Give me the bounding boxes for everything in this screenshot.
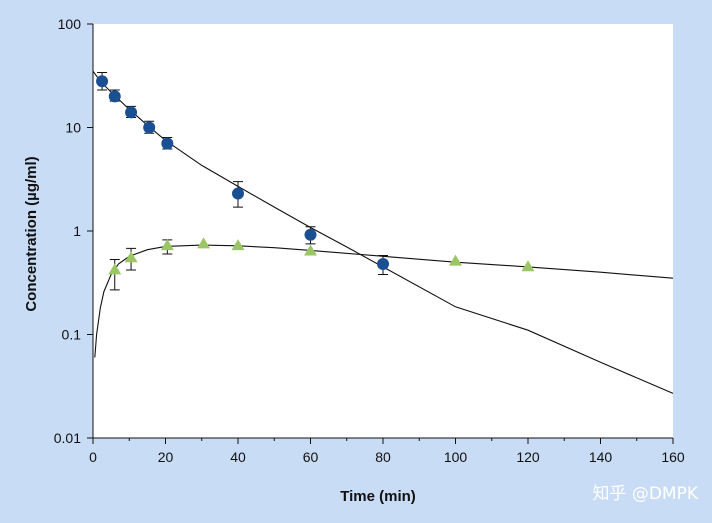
triangle-data-point [521, 260, 535, 272]
x-tick-label: 140 [589, 449, 613, 465]
x-axis-title: Time (min) [340, 488, 416, 505]
circle-data-point [143, 121, 156, 134]
x-tick-label: 60 [303, 449, 319, 465]
x-tick-label: 160 [661, 449, 685, 465]
y-tick-label: 10 [65, 120, 81, 136]
y-tick-label: 100 [58, 16, 82, 32]
y-axis-title: Concentration (µg/ml) [23, 156, 40, 311]
triangle-data-point [108, 263, 122, 275]
watermark: 知乎 @DMPK [592, 484, 698, 504]
x-tick-label: 80 [375, 449, 391, 465]
fit-line-1 [92, 70, 674, 394]
fit-line-2 [94, 244, 674, 358]
y-tick-label: 0.1 [62, 327, 82, 343]
y-tick-label: 0.01 [54, 430, 81, 446]
x-tick-label: 120 [516, 449, 540, 465]
x-tick-label: 100 [444, 449, 468, 465]
circle-data-point [377, 257, 389, 270]
circle-data-point [161, 137, 174, 150]
triangle-data-point [449, 254, 462, 266]
circle-data-point [108, 90, 121, 103]
plot-area [93, 24, 673, 438]
x-tick-label: 20 [158, 449, 174, 465]
triangle-data-point [160, 239, 174, 251]
x-tick-label: 40 [230, 449, 246, 465]
circle-data-point [125, 106, 138, 119]
axes: 0 20 40 60 80 100 120 140 160 0.01 0.1 1 10 100 [54, 16, 685, 465]
circle-data-point [96, 75, 109, 88]
triangle-data-point [231, 239, 245, 251]
triangle-data-point [124, 251, 138, 263]
circle-data-point [304, 228, 317, 241]
triangle-data-point [304, 244, 317, 256]
y-tick-label: 1 [73, 223, 81, 239]
fit-lines [92, 70, 674, 394]
triangle-data-point [197, 237, 211, 249]
data-markers [96, 75, 535, 275]
circle-data-point [232, 187, 244, 200]
x-tick-label: 0 [89, 449, 97, 465]
